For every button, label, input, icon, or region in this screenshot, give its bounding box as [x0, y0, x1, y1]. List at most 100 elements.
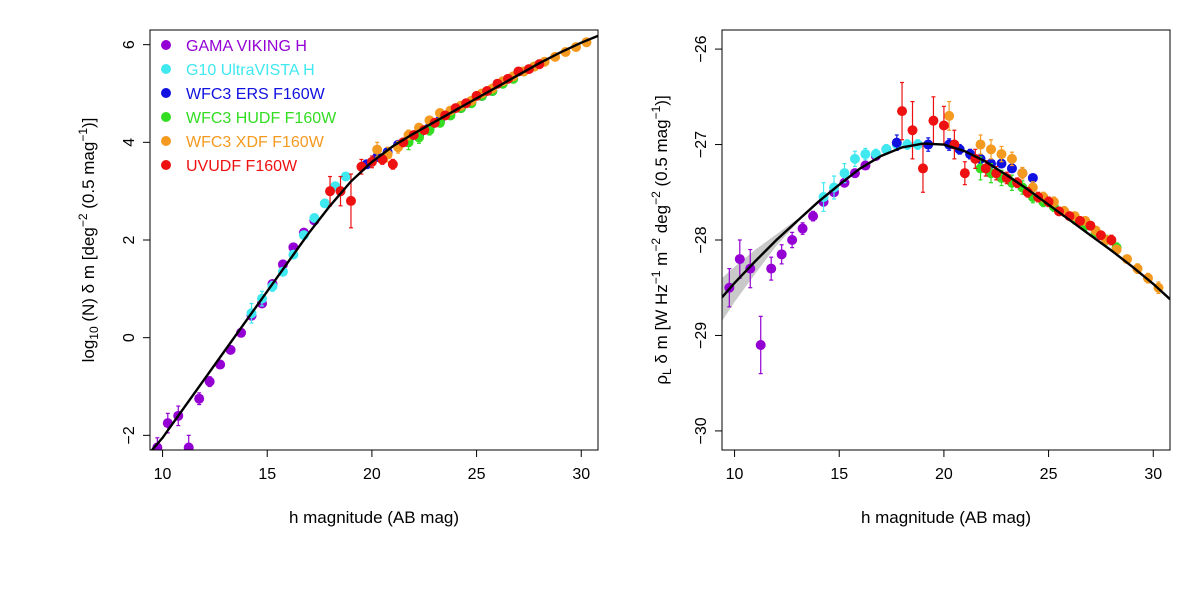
legend-item-wfc3-xdf-f160w: WFC3 XDF F160W	[161, 134, 325, 151]
legend-item-gama-viking-h: GAMA VIKING H	[161, 38, 307, 55]
data-point	[1106, 235, 1117, 245]
left-x-tick-label: 10	[154, 466, 172, 483]
data-point	[340, 171, 351, 182]
right-fit-clip	[722, 142, 1170, 301]
legend-item-uvudf-f160w: UVUDF F160W	[161, 158, 298, 175]
data-point	[996, 149, 1007, 160]
right-panel: 10 15 20 25 30 −30 −29 −28 −27 −26 h magnitude (…	[649, 29, 1171, 527]
data-point	[734, 254, 745, 265]
legend-label: GAMA VIKING H	[186, 38, 307, 55]
data-point	[808, 211, 819, 222]
data-point	[839, 168, 850, 179]
right-x-tick-label: 25	[1040, 466, 1058, 483]
data-point	[1006, 153, 1017, 164]
left-y-axis: −2 0 2 4 6	[121, 40, 150, 444]
right-points-group	[724, 81, 1164, 375]
legend-marker	[161, 136, 171, 146]
left-y-tick-label: 6	[121, 40, 138, 49]
data-point	[776, 249, 787, 260]
legend-marker	[161, 64, 171, 74]
right-y-tick-label: −26	[693, 35, 710, 62]
data-point	[996, 158, 1007, 169]
data-point	[797, 223, 808, 234]
left-fit-line	[150, 34, 598, 450]
data-point	[928, 115, 939, 126]
left-series-uvudf-f160w	[325, 59, 545, 229]
data-point	[1132, 263, 1143, 274]
data-point	[944, 110, 955, 121]
left-y-tick-label: −2	[121, 426, 138, 444]
legend-item-wfc3-hudf-f160w: WFC3 HUDF F160W	[161, 110, 337, 127]
left-x-tick-label: 30	[572, 466, 590, 483]
data-point	[183, 442, 194, 450]
data-point	[387, 159, 398, 170]
left-x-tick-label: 25	[468, 466, 486, 483]
data-point	[1017, 168, 1028, 179]
right-x-axis-title: h magnitude (AB mag)	[861, 508, 1031, 527]
left-y-axis-title: log10 (N) δ m [deg−2 (0.5 mag−1)]	[76, 118, 101, 363]
left-y-tick-label: 2	[121, 235, 138, 244]
data-point	[860, 149, 871, 160]
data-point	[319, 198, 330, 209]
right-x-tick-label: 30	[1144, 466, 1162, 483]
left-x-tick-label: 20	[363, 466, 381, 483]
left-y-tick-label: 0	[121, 333, 138, 342]
data-point	[372, 144, 383, 155]
legend-label: G10 UltraVISTA H	[186, 62, 315, 79]
data-point	[897, 106, 908, 117]
legend-label: WFC3 XDF F160W	[186, 134, 325, 151]
right-y-tick-label: −29	[693, 322, 710, 349]
right-series-uvudf-f160w	[897, 81, 1117, 246]
left-fit-clip	[150, 34, 598, 450]
legend: GAMA VIKING H G10 UltraVISTA H WFC3 ERS F1…	[161, 38, 337, 175]
legend-marker	[161, 88, 171, 98]
right-y-tick-label: −28	[693, 226, 710, 253]
data-point	[959, 168, 970, 179]
right-y-axis: −30 −29 −28 −27 −26	[693, 35, 722, 444]
data-point	[325, 186, 336, 197]
legend-label: WFC3 ERS F160W	[186, 86, 326, 103]
right-x-tick-label: 20	[935, 466, 953, 483]
left-x-tick-label: 15	[258, 466, 276, 483]
right-x-tick-label: 15	[830, 466, 848, 483]
legend-label: UVUDF F160W	[186, 158, 298, 175]
data-point	[849, 153, 860, 164]
legend-marker	[161, 40, 171, 50]
legend-label: WFC3 HUDF F160W	[186, 110, 337, 127]
data-point	[335, 186, 346, 197]
data-point	[755, 340, 766, 350]
data-point	[1095, 230, 1106, 241]
data-point	[194, 393, 205, 404]
data-point	[1074, 215, 1085, 226]
legend-marker	[161, 160, 171, 170]
left-panel: GAMA VIKING H G10 UltraVISTA H WFC3 ERS F1…	[76, 29, 599, 527]
legend-marker	[161, 112, 171, 122]
data-point	[980, 163, 991, 174]
data-point	[398, 137, 409, 148]
data-point	[345, 195, 356, 206]
left-y-tick-label: 4	[121, 138, 138, 147]
right-y-tick-label: −30	[693, 417, 710, 444]
legend-item-wfc3-ers-f160w: WFC3 ERS F160W	[161, 86, 326, 103]
data-point	[1027, 172, 1038, 183]
left-x-axis: 10 15 20 25 30	[154, 450, 590, 483]
data-point	[917, 163, 928, 174]
data-point	[787, 235, 798, 245]
right-y-tick-label: −27	[693, 131, 710, 158]
data-point	[986, 144, 997, 155]
data-point	[938, 120, 949, 131]
right-fit-uncertainty-band	[722, 219, 798, 322]
data-point	[891, 137, 902, 148]
right-x-tick-label: 10	[726, 466, 744, 483]
right-fit-line	[722, 142, 1170, 301]
right-fit-band-group	[722, 219, 798, 322]
right-series-g10-ultravista-h	[818, 139, 923, 212]
data-point	[204, 376, 215, 387]
right-x-axis: 10 15 20 25 30	[726, 450, 1162, 483]
data-point	[975, 139, 986, 150]
data-point	[1085, 220, 1096, 231]
right-y-axis-title: ρL δ m [W Hz−1 m−2 deg−2 (0.5 mag−1)]	[649, 95, 674, 384]
data-point	[766, 263, 777, 274]
data-point	[1006, 163, 1017, 174]
